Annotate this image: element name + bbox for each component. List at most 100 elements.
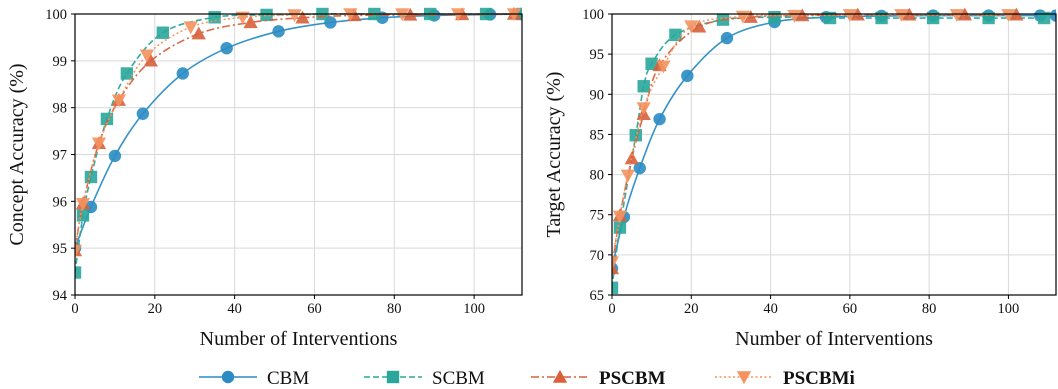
data-point-cbm <box>136 107 150 120</box>
series-markers-scbm <box>75 7 522 279</box>
series-line-pscbmi <box>75 13 515 251</box>
x-tick-label: 0 <box>608 301 615 317</box>
data-point-pscbmi <box>139 49 154 63</box>
series-line-pscbmi <box>612 13 1009 263</box>
data-point-pscbmi <box>91 137 107 151</box>
series-group <box>612 7 1056 294</box>
data-point-pscbmi <box>235 11 250 25</box>
series-markers-pscbmi <box>75 8 522 258</box>
y-axis-label: Target Accuracy (%) <box>543 72 565 238</box>
data-point-pscbmi <box>111 94 127 108</box>
x-tick-label: 80 <box>387 301 402 317</box>
data-point-pscbmi <box>75 197 91 211</box>
series-line-pscbm <box>75 13 515 251</box>
data-point-pscbm <box>143 53 158 67</box>
legend-entry-pscbmi: PSCBMi <box>715 368 855 389</box>
y-tick-label: 85 <box>590 127 605 143</box>
series-markers-scbm <box>612 11 1051 294</box>
x-axis-label: Number of Interventions <box>200 328 398 350</box>
series-group <box>75 7 522 279</box>
series-markers-cbm <box>612 9 1056 275</box>
data-point-pscbmi <box>636 102 651 116</box>
series-line-cbm <box>612 14 1056 269</box>
legend: CBM SCBM PSCBM PSCBMi <box>199 368 855 389</box>
series-line-scbm <box>612 16 1045 288</box>
data-point-pscbmi <box>343 8 358 22</box>
y-tick-label: 75 <box>590 208 605 224</box>
data-point-scbm <box>76 209 90 222</box>
y-tick-label: 70 <box>590 248 605 264</box>
series-markers-cbm <box>75 7 522 255</box>
series-markers-pscbm <box>75 7 522 257</box>
y-tick-label: 95 <box>590 47 605 63</box>
legend-marker <box>386 370 400 384</box>
data-point-scbm <box>120 67 134 80</box>
data-point-pscbmi <box>620 169 635 183</box>
x-tick-label: 60 <box>843 301 858 317</box>
data-point-pscbmi <box>787 9 802 23</box>
data-point-scbm <box>156 26 170 39</box>
y-tick-label: 94 <box>53 288 68 304</box>
y-tick-label: 80 <box>590 168 605 184</box>
legend-marker <box>221 370 235 384</box>
data-point-scbm <box>1037 11 1051 25</box>
data-point-pscbmi <box>75 244 83 258</box>
data-point-cbm <box>176 67 189 80</box>
legend-entry-pscbm: PSCBM <box>531 368 666 389</box>
y-tick-label: 90 <box>590 87 605 103</box>
data-point-pscbmi <box>395 8 410 22</box>
y-axis-label: Concept Accuracy (%) <box>6 63 28 245</box>
data-point-pscbmi <box>287 9 302 23</box>
legend-label: CBM <box>267 368 309 389</box>
series-markers-pscbmi <box>612 9 1016 270</box>
x-axis-label: Number of Interventions <box>735 328 933 350</box>
data-point-scbm <box>645 57 658 70</box>
y-tick-label: 97 <box>53 148 68 164</box>
legend-label: SCBM <box>432 368 485 389</box>
data-point-pscbmi <box>506 8 522 22</box>
legend-entry-cbm: CBM <box>199 368 309 389</box>
data-point-scbm <box>768 11 781 24</box>
data-point-pscbmi <box>684 20 699 34</box>
data-point-pscbmi <box>949 9 965 22</box>
data-point-pscbmi <box>612 256 620 270</box>
data-point-pscbm <box>295 10 310 24</box>
data-point-cbm <box>272 25 285 38</box>
x-tick-label: 40 <box>227 301 242 317</box>
data-point-scbm <box>260 8 273 22</box>
data-point-cbm <box>681 69 694 83</box>
y-tick-label: 65 <box>590 288 605 304</box>
data-point-pscbm <box>692 19 707 33</box>
axes-frame <box>611 13 1057 296</box>
y-tick-label: 100 <box>45 7 67 23</box>
gridlines <box>611 13 1056 296</box>
series-markers-pscbm <box>612 7 1024 275</box>
data-point-scbm <box>75 266 82 279</box>
data-point-scbm <box>637 80 650 93</box>
data-point-pscbmi <box>842 9 857 22</box>
y-tick-label: 95 <box>53 241 68 257</box>
data-point-cbm <box>1049 9 1056 22</box>
y-tick-label: 100 <box>582 7 604 23</box>
x-tick-label: 60 <box>307 301 322 317</box>
data-point-pscbmi <box>612 210 628 224</box>
chart-panel-2: 0 20 40 60 80 100 65 70 75 80 85 90 95 100 Number of I… <box>543 7 1057 350</box>
data-point-pscbmi <box>894 9 909 22</box>
series-line-cbm <box>75 13 522 249</box>
legend-label: PSCBM <box>599 368 666 389</box>
data-point-scbm <box>84 170 98 184</box>
x-tick-label: 100 <box>998 301 1020 317</box>
x-tick-label: 0 <box>71 301 78 317</box>
data-point-pscbmi <box>1001 9 1016 22</box>
legend-marker <box>736 371 752 385</box>
data-point-cbm <box>720 31 734 45</box>
data-point-pscbmi <box>183 21 198 35</box>
data-point-cbm <box>633 161 646 175</box>
data-point-cbm <box>220 41 233 55</box>
y-tick-label: 96 <box>53 194 68 210</box>
data-point-scbm <box>612 281 619 294</box>
x-tick-label: 20 <box>148 301 163 317</box>
x-tick-label: 80 <box>922 301 937 317</box>
data-point-pscbmi <box>656 60 671 74</box>
gridlines <box>74 13 522 296</box>
